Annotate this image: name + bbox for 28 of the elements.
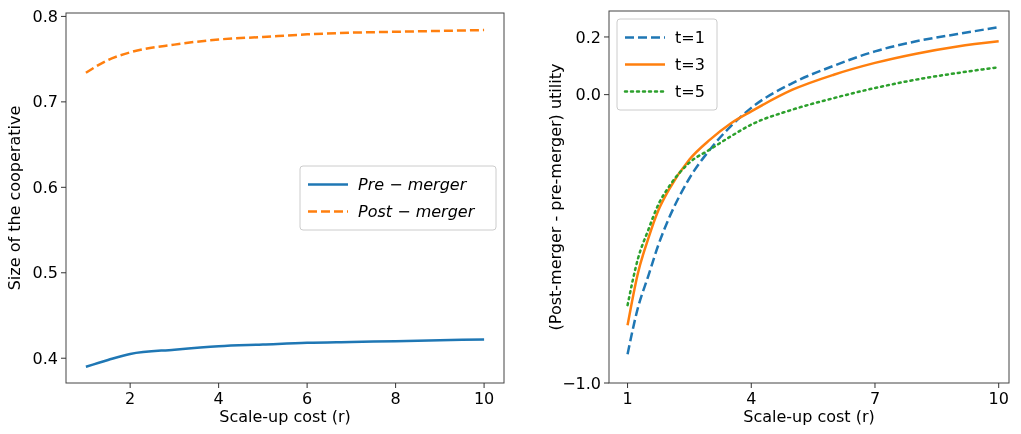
legend-label: t=3 [675, 55, 705, 75]
legend-label: t=5 [675, 82, 705, 102]
line-series [84, 28, 486, 75]
line-series [84, 338, 486, 369]
x-tick-label: 7 [869, 389, 881, 408]
y-axis-title: Size of the cooperative [5, 105, 24, 291]
y-tick-label: 0.0 [575, 85, 601, 105]
x-tick-label: 1 [622, 389, 633, 408]
x-tick-label: 2 [125, 389, 136, 408]
legend-label: t=1 [675, 28, 705, 48]
x-tick-label: 8 [390, 389, 401, 408]
y-tick-label: 0.4 [32, 348, 58, 368]
x-tick-label: 4 [213, 389, 224, 408]
y-tick-label: 0.2 [575, 27, 601, 47]
y-tick-label: 0.6 [32, 177, 58, 197]
y-axis-title: (Post-merger - pre-merger) utility [546, 63, 565, 331]
y-tick-label: 0.7 [32, 92, 58, 112]
x-axis-title: Scale-up cost (r) [743, 407, 875, 426]
legend-label: Post − merger [358, 202, 476, 222]
y-tick-label: −1.0 [562, 373, 601, 393]
x-tick-label: 4 [746, 389, 757, 408]
x-tick-label: 10 [473, 389, 495, 408]
y-tick-label: 0.8 [32, 7, 58, 27]
y-tick-label: 0.5 [32, 263, 58, 283]
legend-label: Pre − merger [358, 175, 468, 195]
x-axis-title: Scale-up cost (r) [219, 407, 351, 426]
x-tick-label: 6 [302, 389, 313, 408]
x-tick-label: 10 [988, 389, 1009, 408]
